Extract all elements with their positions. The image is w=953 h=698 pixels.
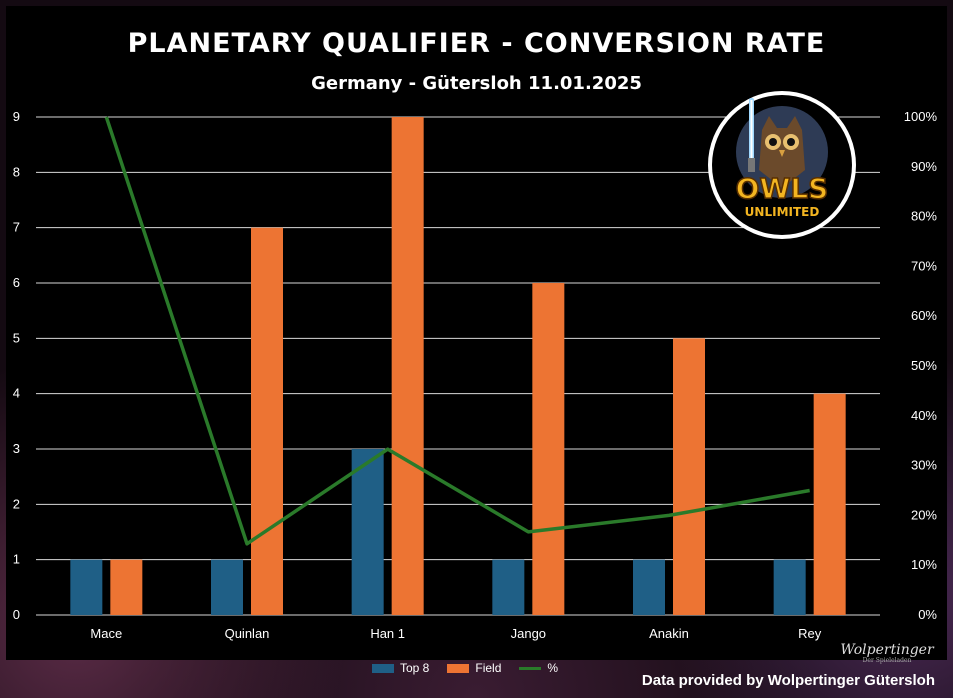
bar-top-8-1 [211,559,243,615]
owls-unlimited-logo: OWLS UNLIMITED [708,91,856,239]
bar-top-8-2 [351,449,384,615]
y-right-tick-label: 20% [911,507,937,522]
legend-label-top8: Top 8 [400,661,430,675]
x-tick-label: Rey [798,626,822,641]
bar-top-8-5 [773,559,806,615]
chart-title: PLANETARY QUALIFIER - CONVERSION RATE [127,28,826,59]
bar-field-3 [532,283,565,615]
chart-subtitle: Germany - Gütersloh 11.01.2025 [311,73,642,94]
legend: Top 8 Field % [372,660,558,676]
y-left-tick-label: 4 [13,386,20,401]
bar-field-5 [813,393,846,615]
source-note: Data provided by Wolpertinger Gütersloh [641,672,935,689]
y-right-tick-label: 40% [911,408,937,423]
sponsor-name: Wolpertinger [840,642,934,658]
x-tick-label: Jango [511,626,546,641]
bar-top-8-0 [70,559,103,615]
y-left-tick-label: 0 [13,607,20,622]
y-left-tick-label: 5 [13,330,20,345]
y-left-tick-label: 9 [13,109,20,124]
y-right-tick-label: 90% [911,159,937,174]
y-left-tick-label: 8 [13,164,20,179]
legend-item-top8: Top 8 [372,661,429,675]
y-right-tick-label: 60% [911,308,937,323]
x-tick-label: Han 1 [370,626,405,641]
bar-field-4 [673,338,705,615]
logo-line1: OWLS [736,172,829,205]
y-right-tick-label: 50% [911,358,937,373]
bar-top-8-4 [633,559,665,615]
y-left-tick-label: 3 [13,441,20,456]
bar-field-2 [391,117,424,615]
legend-item-percent: % [519,661,558,675]
y-right-tick-label: 10% [911,557,937,572]
y-left-tick-label: 2 [13,496,20,511]
bar-field-1 [251,227,283,615]
y-right-tick-label: 70% [911,258,937,273]
y-right-tick-label: 100% [904,109,938,124]
sponsor-logo: Wolpertinger Der Spieleladen [834,643,940,665]
y-right-tick-label: 0% [918,607,937,622]
legend-swatch-top8 [372,663,394,673]
x-tick-label: Anakin [649,626,689,641]
y-left-tick-label: 6 [13,275,20,290]
bar-field-0 [110,559,143,615]
legend-item-field: Field [447,661,501,675]
y-left-tick-label: 7 [13,220,20,235]
y-right-tick-label: 80% [911,209,937,224]
y-left-tick-label: 1 [13,552,20,567]
legend-label-field: Field [475,661,502,675]
logo-line2: UNLIMITED [745,205,820,219]
sponsor-tagline: Der Spieleladen [862,657,912,664]
bar-top-8-3 [492,559,525,615]
y-right-tick-label: 30% [911,458,937,473]
x-tick-label: Quinlan [225,626,270,641]
x-tick-label: Mace [90,626,122,641]
legend-swatch-percent [519,666,542,670]
legend-swatch-field [447,663,470,673]
legend-label-percent: % [547,661,559,675]
line-series-percent [104,116,810,546]
